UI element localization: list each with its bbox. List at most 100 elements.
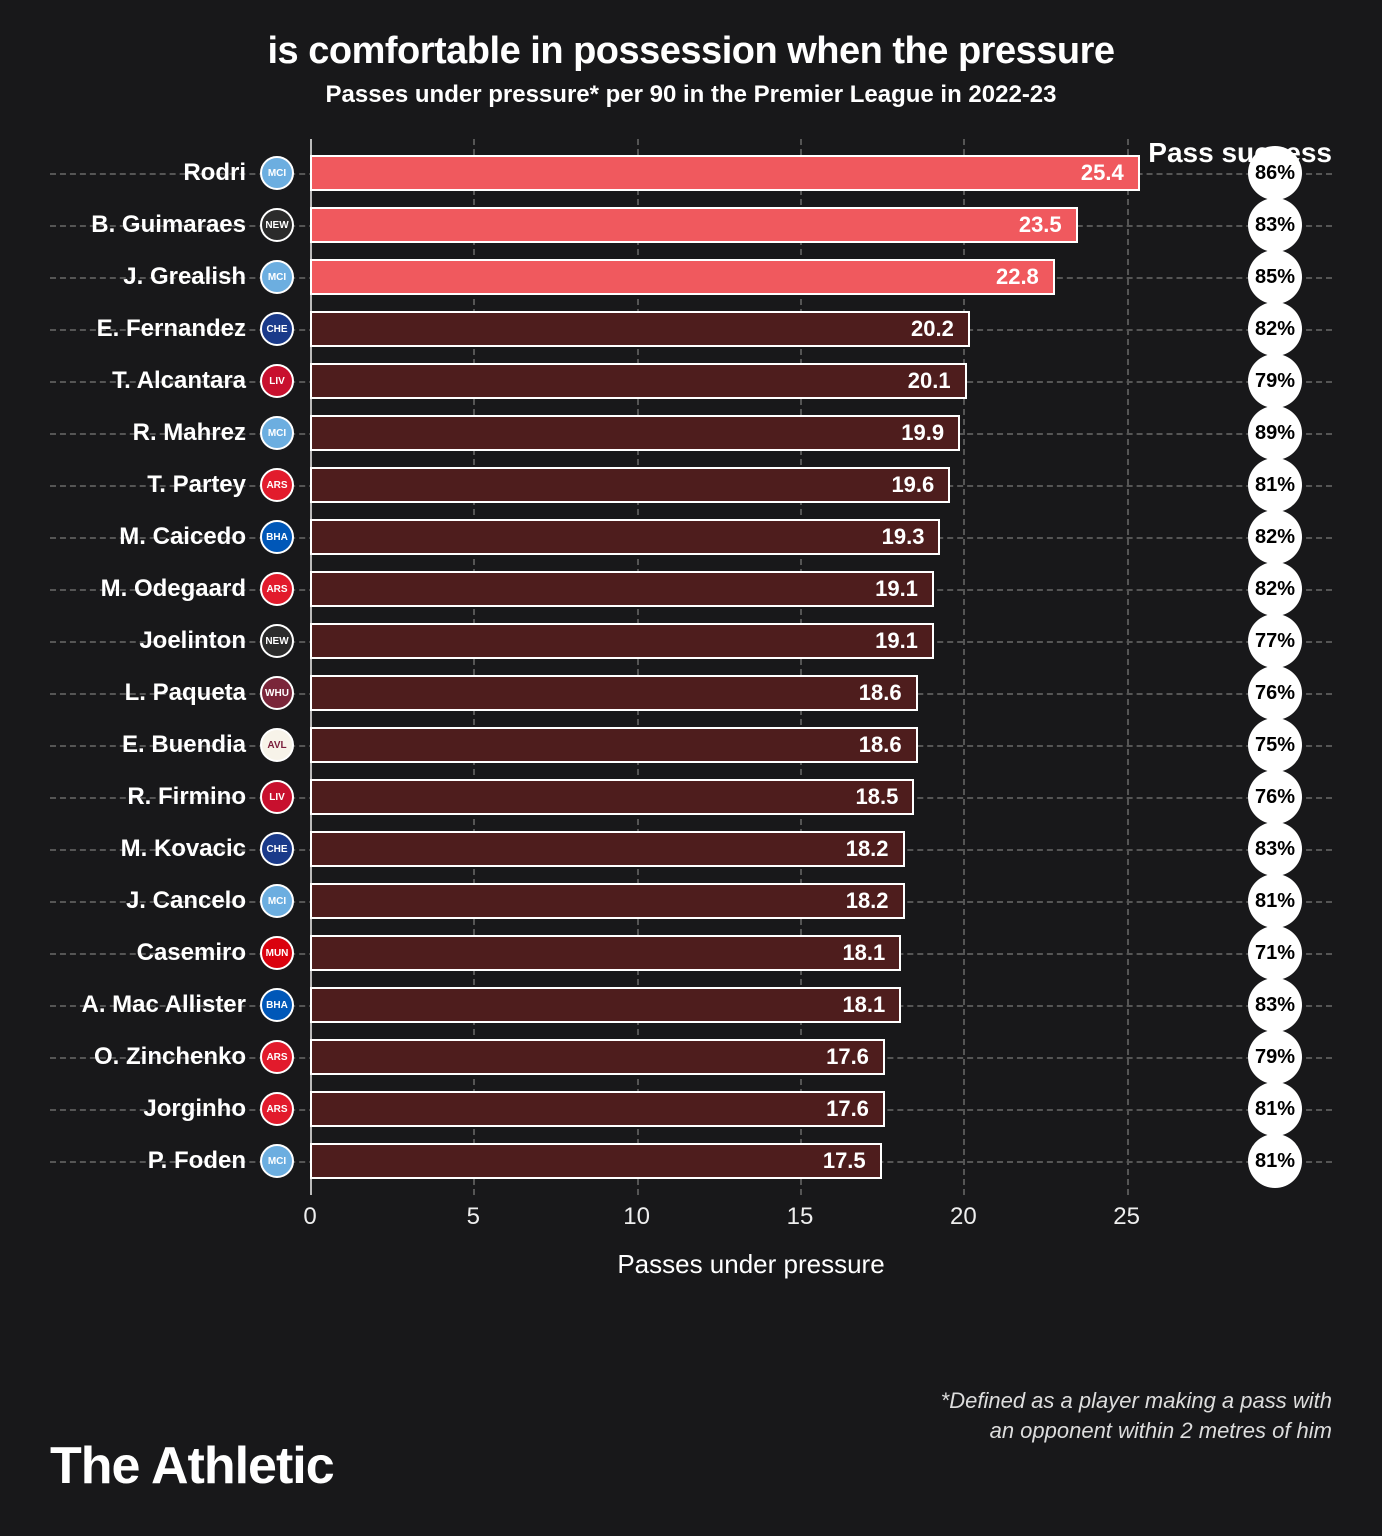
player-row: L. PaquetaWHU18.676% bbox=[50, 667, 1332, 719]
player-row: T. ParteyARS 19.6 81% bbox=[50, 459, 1332, 511]
bar-track: 18.2 bbox=[310, 881, 1192, 921]
player-row: M. CaicedoBHA19.382% bbox=[50, 511, 1332, 563]
player-row: T. AlcantaraLIV20.179% bbox=[50, 355, 1332, 407]
player-row: JoelintonNEW19.177% bbox=[50, 615, 1332, 667]
player-row: B. GuimaraesNEW 23.5 83% bbox=[50, 199, 1332, 251]
chart-container: Pass success 0510152025 RodriMCI25.486%B… bbox=[50, 147, 1332, 1350]
bar: 19.9 bbox=[310, 415, 960, 451]
bar-track: 19.6 bbox=[310, 465, 1192, 505]
player-row: E. BuendiaAVL18.675% bbox=[50, 719, 1332, 771]
player-row: J. CanceloMCI18.281% bbox=[50, 875, 1332, 927]
bar: 18.1 bbox=[310, 935, 901, 971]
x-axis-label: Passes under pressure bbox=[170, 1249, 1332, 1280]
bar: 23.5 bbox=[310, 207, 1078, 243]
club-badge-icon: MUN bbox=[260, 936, 294, 970]
x-tick-label: 0 bbox=[303, 1203, 316, 1231]
bar-track: 19.9 bbox=[310, 413, 1192, 453]
x-tick-label: 25 bbox=[1113, 1203, 1140, 1231]
pass-success-badge: 81% bbox=[1248, 458, 1302, 512]
player-row: E. FernandezCHE 20.2 82% bbox=[50, 303, 1332, 355]
bar: 18.2 bbox=[310, 831, 905, 867]
club-badge-icon: BHA bbox=[260, 988, 294, 1022]
bar-track: 18.6 bbox=[310, 673, 1192, 713]
bar-track: 17.5 bbox=[310, 1141, 1192, 1181]
club-badge-icon: NEW bbox=[260, 624, 294, 658]
club-badge-icon: MCI bbox=[260, 156, 294, 190]
pass-success-badge: 82% bbox=[1248, 562, 1302, 616]
club-badge-icon: LIV bbox=[260, 780, 294, 814]
player-name: E. Fernandez bbox=[50, 315, 260, 343]
pass-success-badge: 77% bbox=[1248, 614, 1302, 668]
pass-success-badge: 79% bbox=[1248, 354, 1302, 408]
bar: 19.1 bbox=[310, 571, 934, 607]
player-name: O. Zinchenko bbox=[50, 1043, 260, 1071]
chart-title: is comfortable in possession when the pr… bbox=[50, 30, 1332, 73]
pass-success-badge: 82% bbox=[1248, 510, 1302, 564]
club-badge-icon: CHE bbox=[260, 832, 294, 866]
pass-success-badge: 76% bbox=[1248, 666, 1302, 720]
brand-logo: The Athletic bbox=[50, 1436, 334, 1496]
player-name: B. Guimaraes bbox=[50, 211, 260, 239]
pass-success-badge: 83% bbox=[1248, 822, 1302, 876]
bar-track: 18.6 bbox=[310, 725, 1192, 765]
club-badge-icon: MCI bbox=[260, 1144, 294, 1178]
footnote-line-2: an opponent within 2 metres of him bbox=[990, 1418, 1332, 1443]
bar: 19.6 bbox=[310, 467, 950, 503]
player-name: M. Odegaard bbox=[50, 575, 260, 603]
club-badge-icon: CHE bbox=[260, 312, 294, 346]
x-tick-label: 10 bbox=[623, 1203, 650, 1231]
player-name: M. Kovacic bbox=[50, 835, 260, 863]
bar-track: 19.3 bbox=[310, 517, 1192, 557]
player-row: RodriMCI25.486% bbox=[50, 147, 1332, 199]
bar: 18.1 bbox=[310, 987, 901, 1023]
bar: 18.5 bbox=[310, 779, 914, 815]
player-name: A. Mac Allister bbox=[50, 991, 260, 1019]
player-row: A. Mac AllisterBHA 18.1 83% bbox=[50, 979, 1332, 1031]
player-name: R. Mahrez bbox=[50, 419, 260, 447]
pass-success-badge: 83% bbox=[1248, 198, 1302, 252]
bar-track: 17.6 bbox=[310, 1089, 1192, 1129]
player-row: JorginhoARS17.681% bbox=[50, 1083, 1332, 1135]
club-badge-icon: MCI bbox=[260, 416, 294, 450]
player-row: O. ZinchenkoARS17.679% bbox=[50, 1031, 1332, 1083]
bar-track: 20.1 bbox=[310, 361, 1192, 401]
pass-success-badge: 71% bbox=[1248, 926, 1302, 980]
pass-success-badge: 76% bbox=[1248, 770, 1302, 824]
bar-track: 19.1 bbox=[310, 569, 1192, 609]
player-name: M. Caicedo bbox=[50, 523, 260, 551]
player-row: J. GrealishMCI22.885% bbox=[50, 251, 1332, 303]
player-name: T. Partey bbox=[50, 471, 260, 499]
x-tick-label: 20 bbox=[950, 1203, 977, 1231]
pass-success-badge: 89% bbox=[1248, 406, 1302, 460]
bar-chart: 0510152025 RodriMCI25.486%B. GuimaraesNE… bbox=[50, 147, 1332, 1187]
player-row: R. MahrezMCI 19.9 89% bbox=[50, 407, 1332, 459]
bar: 22.8 bbox=[310, 259, 1055, 295]
pass-success-badge: 82% bbox=[1248, 302, 1302, 356]
player-row: M. OdegaardARS 19.1 82% bbox=[50, 563, 1332, 615]
player-name: Casemiro bbox=[50, 939, 260, 967]
club-badge-icon: ARS bbox=[260, 572, 294, 606]
pass-success-badge: 85% bbox=[1248, 250, 1302, 304]
club-badge-icon: MCI bbox=[260, 884, 294, 918]
player-row: CasemiroMUN 18.1 71% bbox=[50, 927, 1332, 979]
pass-success-badge: 79% bbox=[1248, 1030, 1302, 1084]
pass-success-badge: 86% bbox=[1248, 146, 1302, 200]
club-badge-icon: ARS bbox=[260, 1092, 294, 1126]
pass-success-badge: 83% bbox=[1248, 978, 1302, 1032]
bar: 25.4 bbox=[310, 155, 1140, 191]
bar-track: 19.1 bbox=[310, 621, 1192, 661]
bar: 18.6 bbox=[310, 727, 918, 763]
x-tick-label: 15 bbox=[787, 1203, 814, 1231]
club-badge-icon: ARS bbox=[260, 468, 294, 502]
footnote-line-1: *Defined as a player making a pass with bbox=[941, 1388, 1332, 1413]
bar-track: 18.1 bbox=[310, 985, 1192, 1025]
bar: 20.2 bbox=[310, 311, 970, 347]
bar-track: 20.2 bbox=[310, 309, 1192, 349]
club-badge-icon: MCI bbox=[260, 260, 294, 294]
club-badge-icon: NEW bbox=[260, 208, 294, 242]
bar-track: 23.5 bbox=[310, 205, 1192, 245]
pass-success-badge: 81% bbox=[1248, 1082, 1302, 1136]
player-name: R. Firmino bbox=[50, 783, 260, 811]
club-badge-icon: WHU bbox=[260, 676, 294, 710]
pass-success-badge: 81% bbox=[1248, 874, 1302, 928]
